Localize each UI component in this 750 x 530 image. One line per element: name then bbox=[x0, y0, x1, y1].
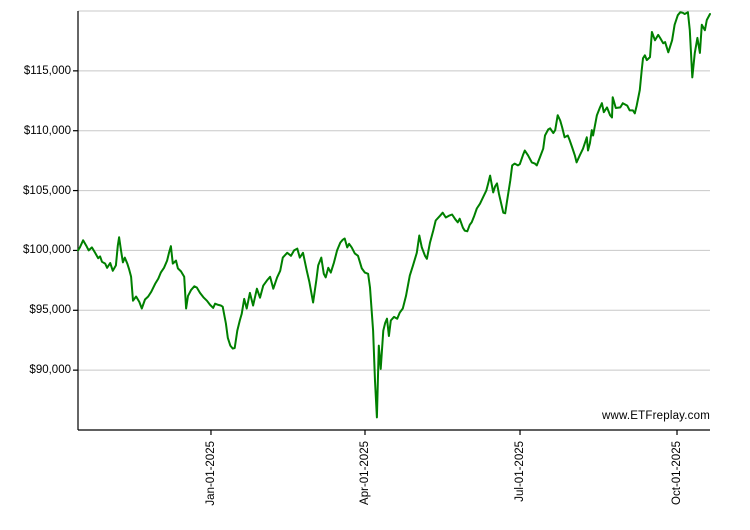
y-tick-label: $95,000 bbox=[29, 304, 71, 317]
x-tick-label: Jul-01-2025 bbox=[513, 438, 527, 518]
y-tick-label: $90,000 bbox=[29, 364, 71, 377]
y-tick-label: $105,000 bbox=[23, 184, 71, 197]
portfolio-equity-curve bbox=[77, 11, 711, 419]
x-tick-label: Apr-01-2025 bbox=[358, 438, 372, 518]
y-tick-label: $115,000 bbox=[23, 64, 71, 77]
x-tick-label: Oct-01-2025 bbox=[670, 438, 684, 518]
x-tick-label-text: Jul-01-2025 bbox=[514, 441, 527, 502]
x-tick-label: Jan-01-2025 bbox=[204, 438, 218, 518]
etfreplay-watermark: www.ETFreplay.com bbox=[602, 410, 710, 422]
y-tick-label: $110,000 bbox=[23, 124, 71, 137]
y-tick-label: $100,000 bbox=[23, 244, 71, 257]
x-tick-label-text: Oct-01-2025 bbox=[671, 441, 683, 505]
x-tick-label-text: Apr-01-2025 bbox=[358, 441, 371, 505]
x-tick-label-text: Jan-01-2025 bbox=[204, 441, 217, 506]
